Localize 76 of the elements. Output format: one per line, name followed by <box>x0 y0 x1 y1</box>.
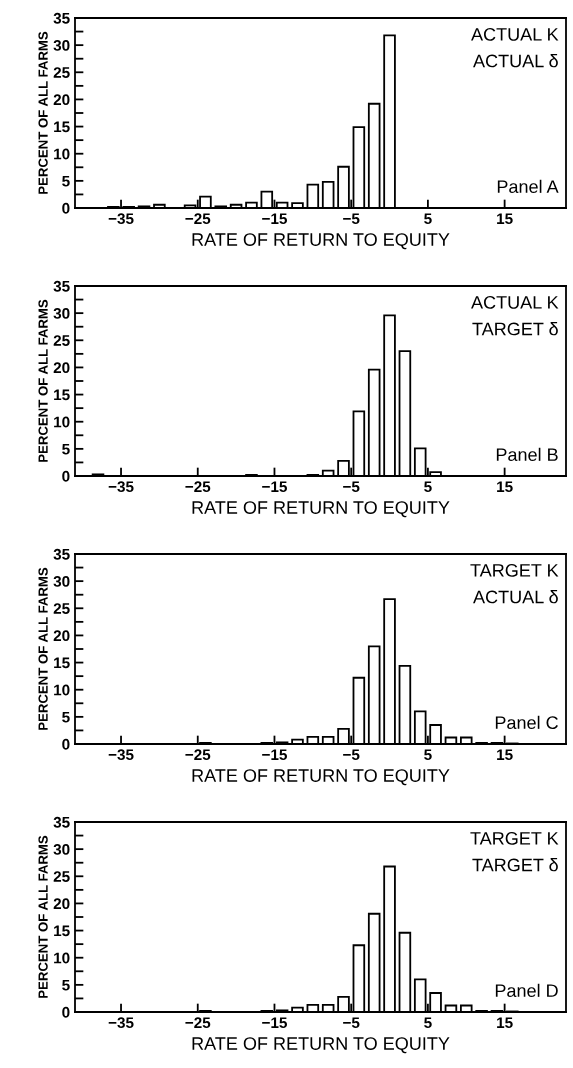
y-tick-label: 0 <box>62 202 70 214</box>
y-tick-label: 0 <box>62 1006 70 1018</box>
x-axis-title: RATE OF RETURN TO EQUITY <box>192 1037 450 1054</box>
y-tick-label: 35 <box>53 280 70 292</box>
y-tick-label: 30 <box>53 844 70 855</box>
annotation: TARGET δ <box>472 322 558 336</box>
x-axis-title: RATE OF RETURN TO EQUITY <box>192 501 450 518</box>
x-tick-label: 15 <box>497 213 513 225</box>
annotation: ACTUAL K <box>471 27 559 41</box>
x-tick-label: −25 <box>185 749 211 761</box>
y-tick-label: 15 <box>54 121 70 133</box>
y-tick-label: 35 <box>53 12 70 24</box>
y-tick-label: 15 <box>54 389 70 401</box>
y-tick-label: 5 <box>62 175 70 187</box>
y-tick-label: 5 <box>62 979 70 991</box>
x-tick-label: 5 <box>424 213 432 225</box>
x-tick-label: 15 <box>497 1017 513 1029</box>
x-tick-label: −15 <box>262 481 287 493</box>
y-tick-label: 10 <box>54 952 70 964</box>
x-axis-title: RATE OF RETURN TO EQUITY <box>192 769 450 786</box>
x-tick-label: 5 <box>424 1017 432 1029</box>
y-axis-title: PERCENT OF ALL FARMS <box>38 835 48 998</box>
y-axis-title: PERCENT OF ALL FARMS <box>38 31 48 194</box>
x-tick-label: −15 <box>262 749 287 761</box>
y-tick-label: 10 <box>54 684 70 696</box>
annotation: Panel C <box>495 715 558 730</box>
x-tick-label: −15 <box>262 1017 287 1029</box>
y-tick-label: 20 <box>53 94 70 106</box>
x-tick-label: 5 <box>424 749 432 761</box>
y-tick-label: 10 <box>54 148 70 160</box>
annotation: Panel B <box>496 447 558 462</box>
y-tick-label: 5 <box>62 443 70 455</box>
annotation: ACTUAL K <box>471 295 559 309</box>
x-tick-label: −5 <box>343 749 360 761</box>
y-tick-label: 25 <box>53 335 70 346</box>
annotation: Panel D <box>495 983 558 998</box>
y-tick-label: 30 <box>53 308 70 319</box>
x-tick-label: −25 <box>185 481 211 493</box>
y-tick-label: 20 <box>53 630 70 642</box>
x-axis-title: RATE OF RETURN TO EQUITY <box>192 233 450 250</box>
y-tick-label: 20 <box>53 898 70 910</box>
annotation: TARGET δ <box>472 858 558 872</box>
x-tick-label: −15 <box>262 213 287 225</box>
x-tick-label: −25 <box>185 1017 211 1029</box>
y-tick-label: 25 <box>53 67 70 78</box>
x-tick-label: −25 <box>185 213 211 225</box>
y-tick-label: 0 <box>62 470 70 482</box>
annotation: ACTUAL δ <box>473 590 558 604</box>
x-tick-label: 15 <box>497 481 513 493</box>
y-tick-label: 30 <box>53 576 70 587</box>
y-tick-label: 35 <box>53 548 70 560</box>
y-tick-label: 0 <box>62 738 70 750</box>
y-axis-title: PERCENT OF ALL FARMS <box>38 567 48 730</box>
x-tick-label: −35 <box>108 481 134 493</box>
y-tick-label: 15 <box>54 925 70 937</box>
annotation: ACTUAL δ <box>473 54 558 68</box>
y-tick-label: 30 <box>53 40 70 51</box>
y-tick-label: 20 <box>53 362 70 374</box>
y-tick-label: 5 <box>62 711 70 723</box>
x-tick-label: −35 <box>108 1017 134 1029</box>
x-tick-label: −5 <box>343 213 360 225</box>
y-tick-label: 15 <box>54 657 70 669</box>
y-tick-label: 35 <box>53 816 70 828</box>
y-axis-title: PERCENT OF ALL FARMS <box>38 299 48 462</box>
y-tick-label: 10 <box>54 416 70 428</box>
x-tick-label: 5 <box>424 481 432 493</box>
y-tick-label: 25 <box>53 871 70 882</box>
annotation: Panel A <box>497 179 559 194</box>
x-tick-label: −5 <box>343 1017 360 1029</box>
x-tick-label: −35 <box>108 213 134 225</box>
x-tick-label: −5 <box>343 481 360 493</box>
annotation: TARGET K <box>470 563 559 577</box>
x-tick-label: 15 <box>497 749 513 761</box>
x-tick-label: −35 <box>108 749 134 761</box>
annotation: TARGET K <box>470 831 559 845</box>
y-tick-label: 25 <box>53 603 70 614</box>
